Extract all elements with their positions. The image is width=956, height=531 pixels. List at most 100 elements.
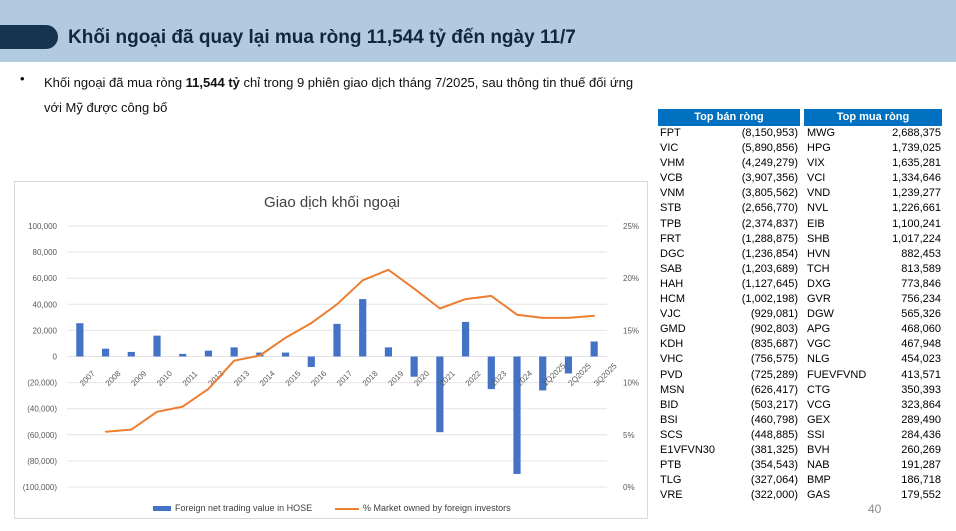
- sell-ticker: VNM: [660, 187, 685, 200]
- line-point: [593, 314, 595, 317]
- legend-swatch-bar: [153, 506, 171, 512]
- buy-value: 1,635,281: [892, 157, 941, 170]
- sell-ticker: MSN: [660, 383, 685, 396]
- line-point: [541, 317, 544, 319]
- table-row: VNM (3,805,562) VND 1,239,277: [658, 186, 942, 201]
- line-point: [464, 298, 467, 300]
- x-tick-label: 2008: [104, 369, 123, 388]
- y-left-tick-label: (20,000): [27, 379, 57, 388]
- bar: [153, 335, 161, 357]
- table-row: HAH (1,127,645) DXG 773,846: [658, 277, 942, 292]
- table-row: E1VFVN30 (381,325) BVH 260,269: [658, 443, 942, 458]
- sell-value: (8,150,953): [741, 127, 798, 139]
- x-tick-label: 3Q2025: [592, 361, 619, 388]
- x-tick-label: 2018: [361, 369, 380, 388]
- sell-value: (460,798): [750, 413, 798, 426]
- buy-value: 813,589: [901, 262, 941, 275]
- sell-value: (1,236,854): [741, 247, 798, 260]
- buy-ticker: HPG: [807, 142, 831, 155]
- sell-value: (322,000): [750, 489, 798, 502]
- buy-value: 1,100,241: [892, 217, 941, 230]
- buy-value: 413,571: [901, 368, 941, 381]
- buy-ticker: NAB: [807, 459, 830, 472]
- sell-value: (381,325): [750, 443, 798, 456]
- bullet-text-pre: Khối ngoại đã mua ròng: [44, 75, 186, 90]
- bar: [461, 321, 470, 357]
- buy-value: 882,453: [901, 247, 941, 260]
- sell-ticker: SAB: [660, 262, 683, 275]
- bullet-text-highlight: 11,544 tỷ: [185, 75, 240, 90]
- buy-value: 260,269: [901, 443, 941, 456]
- bar: [436, 356, 444, 433]
- sell-value: (3,907,356): [741, 172, 798, 185]
- sell-ticker: GMD: [660, 323, 686, 336]
- header-band: [0, 0, 956, 62]
- buy-value: 289,490: [901, 413, 941, 426]
- line-point: [130, 428, 133, 431]
- buy-value: 179,552: [901, 489, 941, 502]
- bar: [539, 356, 547, 391]
- sell-value: (354,543): [750, 459, 798, 472]
- line-point: [516, 313, 518, 316]
- buy-ticker: GAS: [807, 489, 831, 502]
- line-point: [207, 388, 210, 390]
- buy-value: 323,864: [901, 398, 941, 411]
- y-right-tick-label: 20%: [623, 274, 639, 283]
- table-header-buy: Top mua ròng: [804, 109, 942, 126]
- bar: [333, 323, 341, 357]
- x-tick-label: 2016: [309, 369, 328, 388]
- buy-ticker: VND: [807, 187, 831, 200]
- table-row: SCS (448,885) SSI 284,436: [658, 428, 942, 443]
- line-series: [105, 268, 595, 433]
- sell-value: (4,249,279): [741, 157, 798, 170]
- buy-ticker: FUEVFVND: [807, 368, 867, 381]
- legend-label-line: % Market owned by foreign investors: [363, 503, 511, 513]
- bullet-text-post: chỉ trong 9 phiên giao dịch tháng 7/2025…: [44, 75, 634, 115]
- buy-ticker: TCH: [807, 262, 830, 275]
- line-point: [259, 354, 261, 357]
- sell-ticker: FRT: [660, 232, 682, 245]
- line-point: [490, 295, 493, 297]
- table-row: FPT (8,150,953) MWG 2,688,375: [658, 126, 942, 141]
- x-tick-label: 2013: [232, 369, 251, 388]
- bar: [410, 356, 418, 377]
- y-left-tick-label: 100,000: [28, 222, 57, 231]
- sell-ticker: DGC: [660, 247, 685, 260]
- table-row: STB (2,656,770) NVL 1,226,661: [658, 201, 942, 216]
- y-left-tick-label: 0: [53, 353, 58, 362]
- chart-plot: 100,000 80,000 60,000 40,000 20,000 0 (20,000)…: [23, 222, 639, 492]
- buy-value: 1,226,661: [892, 202, 941, 215]
- sell-ticker: SCS: [660, 428, 683, 441]
- y-left-tick-label: 80,000: [33, 248, 58, 257]
- y-left-tick-label: (60,000): [27, 431, 57, 440]
- buy-ticker: SHB: [807, 232, 830, 245]
- buy-ticker: CTG: [807, 383, 831, 396]
- sell-value: (503,217): [750, 398, 798, 411]
- buy-value: 468,060: [901, 323, 941, 336]
- buy-ticker: GEX: [807, 413, 831, 426]
- buy-ticker: VIX: [807, 157, 825, 170]
- buy-value: 565,326: [901, 308, 941, 321]
- x-tick-label: 2014: [258, 369, 277, 388]
- line-point: [181, 405, 184, 408]
- line-point: [104, 430, 107, 433]
- table-row: PVD (725,289) FUEVFVND 413,571: [658, 368, 942, 383]
- bar: [204, 350, 213, 357]
- table-row: VRE (322,000) GAS 179,552: [658, 488, 942, 503]
- buy-ticker: VCG: [807, 398, 831, 411]
- line-point: [439, 307, 441, 310]
- sell-ticker: VIC: [660, 142, 679, 155]
- buy-value: 350,393: [901, 383, 941, 396]
- x-tick-label: 2010: [155, 369, 174, 388]
- buy-value: 284,436: [901, 428, 941, 441]
- y-right-tick-label: 25%: [623, 222, 639, 231]
- bar: [127, 351, 135, 357]
- buy-value: 1,239,277: [892, 187, 941, 200]
- table-row: VCB (3,907,356) VCI 1,334,646: [658, 171, 942, 186]
- bar: [384, 347, 393, 357]
- table-row: VIC (5,890,856) HPG 1,739,025: [658, 141, 942, 156]
- legend-swatch-line: [335, 507, 359, 510]
- sell-ticker: HCM: [660, 293, 686, 306]
- buy-ticker: MWG: [807, 127, 836, 139]
- page-number: 40: [868, 502, 882, 516]
